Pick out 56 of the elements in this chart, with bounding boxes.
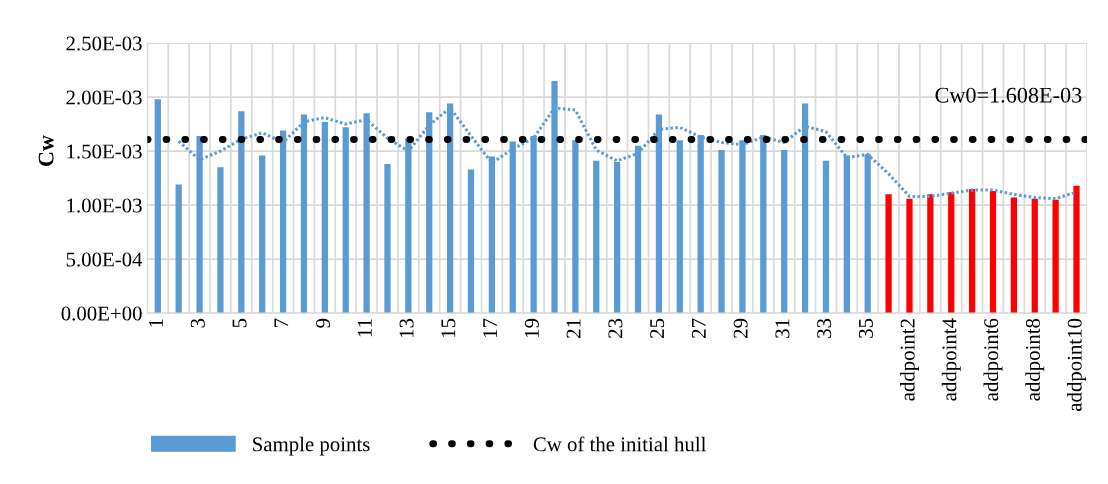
x-tick-label: addpoint10 <box>1067 318 1086 412</box>
x-tick-label: 1 <box>149 319 163 327</box>
x-tick-label: 29 <box>733 318 748 338</box>
bar <box>593 160 600 314</box>
bar <box>1010 197 1017 314</box>
bar <box>175 184 182 314</box>
y-tick-label: 2.00E-03 <box>66 90 142 105</box>
bar <box>927 194 934 314</box>
bar <box>885 194 892 314</box>
x-tick-label: 21 <box>566 319 581 338</box>
y-tick-label: 1.50E-03 <box>67 144 142 159</box>
y-tick-label: 1.00E-03 <box>67 198 142 213</box>
bar <box>906 198 913 314</box>
x-tick-label: addpoint8 <box>1025 318 1045 401</box>
x-tick-label: 23 <box>608 318 623 338</box>
bar <box>1073 185 1080 314</box>
legend-label: Sample points <box>253 436 370 456</box>
x-tick-label: 17 <box>483 318 497 338</box>
y-tick-label: 2.50E-03 <box>66 36 142 51</box>
bar <box>989 191 997 314</box>
bar <box>467 169 475 314</box>
annotation: Cw0=1.608E-03 <box>935 87 1082 103</box>
x-tick-label: addpoint4 <box>941 318 961 401</box>
x-tick-label: 13 <box>399 318 414 338</box>
bar <box>718 150 725 314</box>
legend-label: Cw of the initial hull <box>533 436 707 452</box>
x-tick-label: 31 <box>775 319 790 338</box>
x-tick-label: 25 <box>650 318 665 338</box>
bar <box>822 160 830 314</box>
x-tick-label: addpoint6 <box>983 318 1003 401</box>
bar <box>968 188 976 314</box>
bar <box>259 155 266 314</box>
x-tick-label: 35 <box>858 318 873 338</box>
x-tick-label: 7 <box>274 318 289 328</box>
bar <box>1031 198 1038 314</box>
x-tick-label: addpoint2 <box>900 319 919 401</box>
y-axis-title: Cw <box>38 135 54 167</box>
bar <box>676 140 683 314</box>
x-tick-label: 5 <box>232 318 247 328</box>
x-tick-label: 27 <box>691 318 706 338</box>
x-tick-label: 15 <box>441 318 456 338</box>
bar <box>217 167 224 314</box>
x-tick-label: 19 <box>524 318 539 338</box>
bar <box>572 140 579 314</box>
bar <box>1052 199 1059 314</box>
bar <box>154 99 161 314</box>
bar <box>948 192 955 314</box>
bar <box>321 121 328 314</box>
x-tick-label: 3 <box>190 318 205 328</box>
bar <box>384 164 391 314</box>
bar <box>781 150 788 314</box>
x-tick-label: 33 <box>817 318 832 338</box>
y-tick-label: 0.00E+00 <box>61 306 142 321</box>
y-tick-label: 5.00E-04 <box>66 252 143 267</box>
x-tick-label: 9 <box>316 318 331 328</box>
x-tick-label: 11 <box>357 319 372 337</box>
